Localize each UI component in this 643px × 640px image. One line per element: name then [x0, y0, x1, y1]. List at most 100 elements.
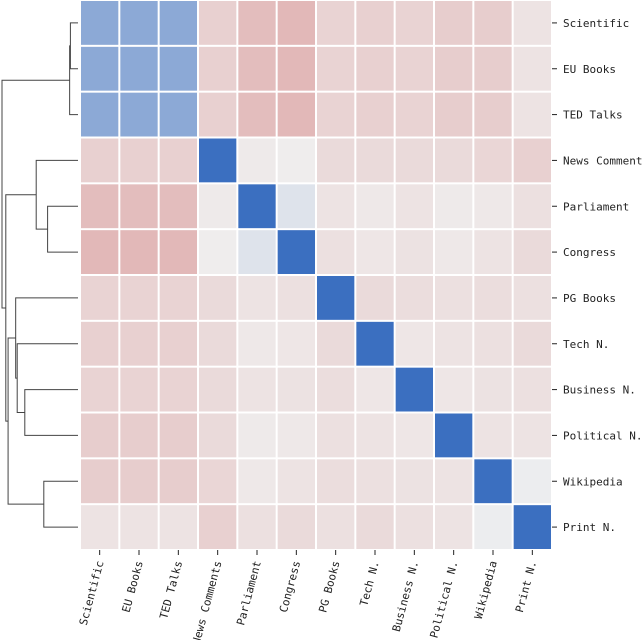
heatmap-cell: [356, 184, 394, 229]
heatmap-cell: [159, 367, 197, 412]
heatmap-cell: [356, 230, 394, 274]
heatmap-cell: [238, 138, 276, 183]
heatmap-cell: [120, 92, 158, 137]
heatmap-cell: [435, 138, 473, 183]
heatmap-cell: [317, 505, 355, 549]
heatmap-cell: [395, 505, 433, 549]
heatmap-cell: [435, 1, 473, 45]
heatmap-cell: [435, 413, 473, 458]
heatmap-cell: [317, 367, 355, 412]
dendrogram: [1, 22, 78, 528]
row-label: EU Books: [563, 63, 616, 76]
column-label: News Comments: [190, 559, 225, 640]
heatmap-cell: [435, 230, 473, 274]
heatmap-cell: [238, 413, 276, 458]
heatmap-cell: [120, 230, 158, 274]
heatmap-cell: [120, 459, 158, 504]
column-label: Wikipedia: [472, 559, 500, 620]
dendrogram-link: [15, 297, 78, 379]
heatmap-cell: [277, 184, 315, 229]
column-label: Parliament: [234, 559, 264, 626]
heatmap-cell: [159, 1, 197, 45]
heatmap-cell: [474, 505, 512, 549]
heatmap-cell: [238, 92, 276, 137]
row-label: Wikipedia: [563, 475, 623, 488]
heatmap-cell: [199, 413, 237, 458]
heatmap-cell: [474, 367, 512, 412]
heatmap-cell: [277, 413, 315, 458]
heatmap-cell: [120, 1, 158, 45]
heatmap-cell: [356, 138, 394, 183]
heatmap-cell: [513, 413, 551, 458]
heatmap-cell: [317, 92, 355, 137]
heatmap-cell: [435, 184, 473, 229]
row-label: Business N.: [563, 384, 636, 397]
dendrogram-link: [69, 22, 78, 70]
heatmap-cell: [238, 230, 276, 274]
heatmap-cell: [199, 46, 237, 91]
heatmap-cell: [120, 138, 158, 183]
heatmap-cell: [474, 46, 512, 91]
dendrogram-link: [43, 480, 78, 528]
heatmap-cell: [317, 138, 355, 183]
heatmap-cell: [159, 276, 197, 320]
heatmap-cell: [435, 276, 473, 320]
heatmap-cell: [435, 505, 473, 549]
row-label: Scientific: [563, 17, 629, 30]
heatmap-cell: [159, 505, 197, 549]
heatmap-cell: [395, 367, 433, 412]
heatmap-cell: [159, 92, 197, 137]
row-axis: Scientific EU Books TED Talks News Comments…: [552, 17, 643, 534]
heatmap-cell: [474, 138, 512, 183]
heatmap-cell: [356, 276, 394, 320]
heatmap-cell: [199, 459, 237, 504]
heatmap-cell: [159, 413, 197, 458]
heatmap-cell: [238, 1, 276, 45]
heatmap-cell: [317, 321, 355, 366]
dendrogram-link: [35, 159, 78, 230]
heatmap-cell: [159, 138, 197, 183]
heatmap-cell: [199, 138, 237, 183]
heatmap-cell: [81, 367, 119, 412]
heatmap-cell: [513, 1, 551, 45]
heatmap-cell: [513, 184, 551, 229]
row-label: News Comments: [563, 154, 643, 167]
heatmap-cell: [81, 184, 119, 229]
heatmap-cell: [120, 276, 158, 320]
column-label: Scientific: [77, 559, 107, 626]
heatmap-cell: [199, 367, 237, 412]
heatmap-cell: [474, 321, 512, 366]
heatmap-cell: [238, 46, 276, 91]
heatmap-cell: [395, 46, 433, 91]
heatmap-cell: [395, 413, 433, 458]
heatmap-cell: [474, 276, 512, 320]
dendrogram-link: [5, 194, 37, 422]
heatmap-cell: [159, 230, 197, 274]
heatmap-cell: [474, 459, 512, 504]
heatmap-cell: [277, 138, 315, 183]
column-label: Political N.: [427, 559, 460, 639]
heatmap-cell: [238, 276, 276, 320]
heatmap-cell: [513, 276, 551, 320]
heatmap-cell: [199, 505, 237, 549]
row-label: Congress: [563, 246, 616, 259]
row-label: Parliament: [563, 200, 629, 213]
row-label: Tech N.: [563, 338, 609, 351]
heatmap-cell: [277, 92, 315, 137]
heatmap-cell: [120, 413, 158, 458]
heatmap-cell: [277, 46, 315, 91]
heatmap-cell: [395, 184, 433, 229]
heatmap-cell: [199, 276, 237, 320]
heatmap-cells: [81, 1, 551, 549]
column-label: Tech N.: [357, 559, 382, 607]
heatmap-cell: [395, 276, 433, 320]
row-label: Print N.: [563, 521, 616, 534]
heatmap-cell: [513, 92, 551, 137]
heatmap-cell: [238, 505, 276, 549]
heatmap-cell: [356, 92, 394, 137]
column-axis: Scientific EU Books TED Talks News Comments…: [77, 550, 539, 640]
heatmap-cell: [317, 413, 355, 458]
heatmap-cell: [395, 321, 433, 366]
heatmap-cell: [395, 138, 433, 183]
